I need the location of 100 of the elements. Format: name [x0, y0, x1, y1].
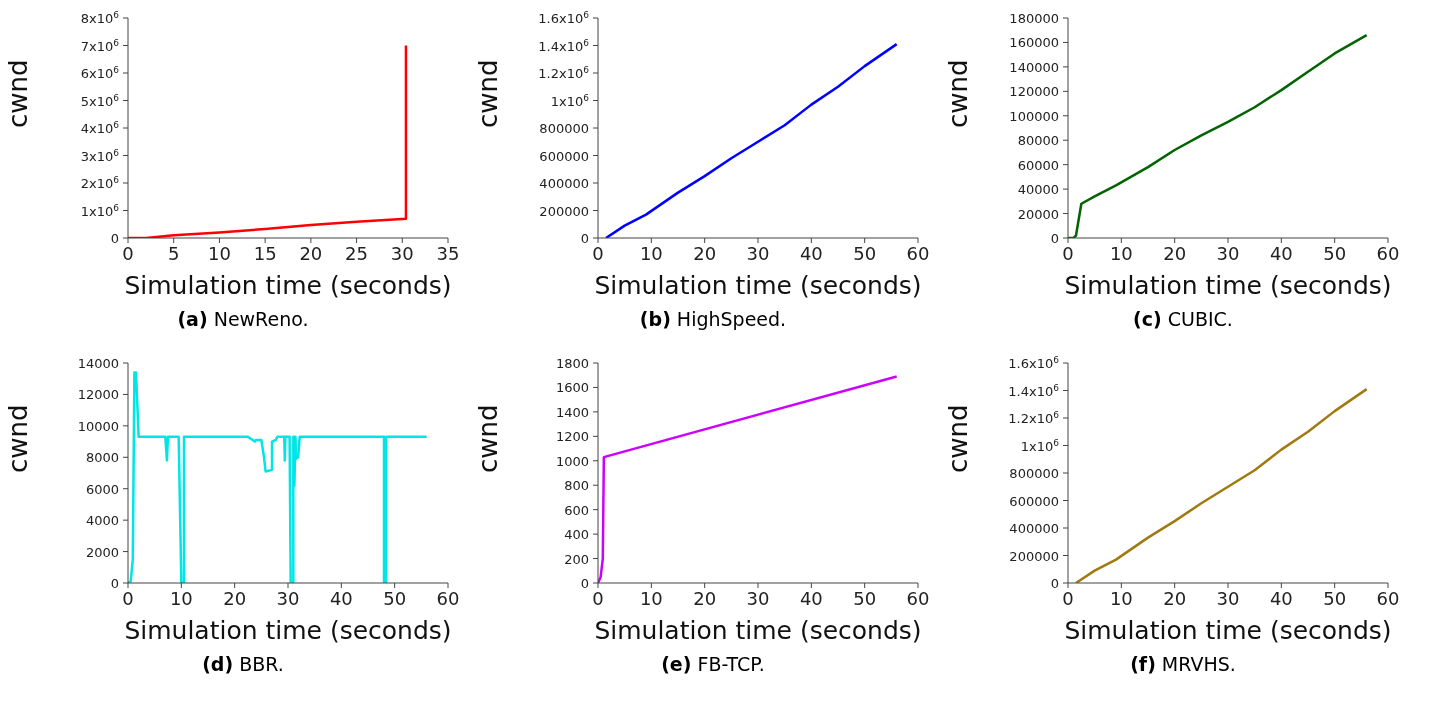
- y-tick-label: 1600: [555, 380, 589, 396]
- y-tick-label: 1x10$^{6}$: [80, 202, 120, 219]
- y-tick-label: 2000: [85, 544, 119, 560]
- x-tick-label: 20: [693, 587, 717, 609]
- x-tick-label: 40: [799, 242, 823, 264]
- x-tick-label: 60: [906, 242, 930, 264]
- y-tick-label: 0: [110, 231, 119, 246]
- x-tick-label: 50: [383, 587, 407, 609]
- y-tick-label: 400000: [539, 176, 589, 191]
- x-tick-label: 60: [1376, 242, 1400, 264]
- text: (e) FB-TCP.: [660, 653, 766, 675]
- y-axis-title: cwnd: [943, 404, 974, 473]
- y-tick-label: 1000: [555, 453, 589, 469]
- x-axis-title: Simulation time (seconds): [124, 271, 452, 300]
- line-series: [1074, 387, 1368, 583]
- x-tick-label: 30: [390, 242, 414, 264]
- y-tick-label: 3x10$^{6}$: [80, 147, 120, 164]
- x-tick-label: 20: [693, 242, 717, 264]
- y-tick-label: 800: [564, 478, 589, 494]
- x-tick-label: 50: [1323, 242, 1347, 264]
- y-axis-title: cwnd: [943, 59, 974, 128]
- y-tick-label: 1x10$^{6}$: [550, 92, 590, 109]
- y-tick-label: 1.4x10$^{6}$: [1008, 382, 1060, 399]
- x-tick-label: 10: [639, 242, 663, 264]
- x-axis-title: Simulation time (seconds): [594, 616, 922, 645]
- y-tick-label: 1.6x10$^{6}$: [1008, 355, 1060, 371]
- x-tick-label: 35: [436, 242, 460, 264]
- x-axis-title: Simulation time (seconds): [594, 271, 922, 300]
- x-tick-label: 20: [299, 242, 323, 264]
- y-tick-label: 600000: [1009, 493, 1059, 509]
- line-series: [604, 42, 898, 238]
- text: (c) CUBIC.: [1132, 308, 1234, 330]
- x-axis-title: Simulation time (seconds): [1064, 616, 1392, 645]
- y-tick-label: 4x10$^{6}$: [80, 120, 120, 136]
- x-tick-label: 50: [853, 587, 877, 609]
- y-tick-label: 1800: [555, 356, 589, 371]
- x-tick-label: 10: [1109, 587, 1133, 609]
- y-tick-label: 1.6x10$^{6}$: [538, 10, 590, 26]
- y-tick-label: 200000: [539, 203, 589, 219]
- line-series: [128, 371, 428, 583]
- x-tick-label: 60: [906, 587, 930, 609]
- y-tick-label: 1200: [555, 429, 589, 445]
- y-tick-label: 600: [564, 502, 589, 518]
- x-tick-label: 30: [746, 242, 770, 264]
- y-tick-label: 40000: [1017, 182, 1059, 198]
- y-tick-label: 1.2x10$^{6}$: [1008, 410, 1060, 426]
- y-tick-label: 0: [580, 231, 589, 246]
- x-tick-label: 40: [1269, 242, 1293, 264]
- x-tick-label: 10: [207, 242, 231, 264]
- text: (d) BBR.: [201, 653, 285, 675]
- y-tick-label: 400000: [1009, 521, 1059, 536]
- x-tick-label: 50: [1323, 587, 1347, 609]
- y-tick-label: 200: [564, 551, 589, 567]
- y-axis-title: cwnd: [3, 404, 34, 473]
- y-tick-label: 4000: [85, 513, 119, 529]
- y-tick-label: 10000: [77, 418, 119, 434]
- y-tick-label: 0: [1050, 231, 1059, 246]
- x-tick-label: 40: [799, 587, 823, 609]
- y-tick-label: 14000: [77, 356, 119, 371]
- y-tick-label: 600000: [539, 148, 589, 164]
- y-tick-label: 160000: [1009, 35, 1059, 51]
- y-tick-label: 200000: [1009, 548, 1059, 564]
- x-tick-label: 30: [746, 587, 770, 609]
- y-axis-title: cwnd: [473, 59, 504, 128]
- y-tick-label: 20000: [1017, 206, 1059, 222]
- text: (f) MRVHS.: [1129, 653, 1237, 675]
- x-axis-title: Simulation time (seconds): [1064, 271, 1392, 300]
- x-tick-label: 60: [436, 587, 460, 609]
- y-tick-label: 6000: [85, 481, 119, 497]
- y-tick-label: 1.4x10$^{6}$: [538, 37, 590, 54]
- y-tick-label: 8x10$^{6}$: [80, 10, 120, 26]
- x-tick-label: 40: [1269, 587, 1293, 609]
- x-tick-label: 60: [1376, 587, 1400, 609]
- x-tick-label: 10: [169, 587, 193, 609]
- y-tick-label: 140000: [1009, 59, 1059, 75]
- x-tick-label: 40: [329, 587, 353, 609]
- y-tick-label: 2x10$^{6}$: [80, 175, 120, 191]
- y-tick-label: 6x10$^{6}$: [80, 65, 120, 81]
- x-tick-label: 20: [223, 587, 247, 609]
- y-tick-label: 7x10$^{6}$: [80, 37, 120, 54]
- y-tick-label: 60000: [1017, 157, 1059, 173]
- y-tick-label: 120000: [1009, 84, 1059, 100]
- y-tick-label: 0: [110, 576, 119, 591]
- x-tick-label: 30: [1216, 587, 1240, 609]
- y-axis-title: cwnd: [473, 404, 504, 473]
- x-tick-label: 15: [253, 242, 277, 264]
- x-tick-label: 10: [1109, 242, 1133, 264]
- y-tick-label: 1x10$^{6}$: [1020, 437, 1060, 454]
- y-tick-label: 80000: [1017, 133, 1059, 149]
- x-tick-label: 20: [1163, 242, 1187, 264]
- y-tick-label: 0: [580, 576, 589, 591]
- x-tick-label: 25: [345, 242, 369, 264]
- text: (b) HighSpeed.: [638, 308, 788, 330]
- y-tick-label: 8000: [85, 450, 119, 466]
- y-tick-label: 1.2x10$^{6}$: [538, 65, 590, 81]
- x-axis-title: Simulation time (seconds): [124, 616, 452, 645]
- y-tick-label: 0: [1050, 576, 1059, 591]
- y-tick-label: 100000: [1009, 108, 1059, 124]
- y-tick-label: 400: [564, 527, 589, 543]
- y-tick-label: 800000: [539, 121, 589, 136]
